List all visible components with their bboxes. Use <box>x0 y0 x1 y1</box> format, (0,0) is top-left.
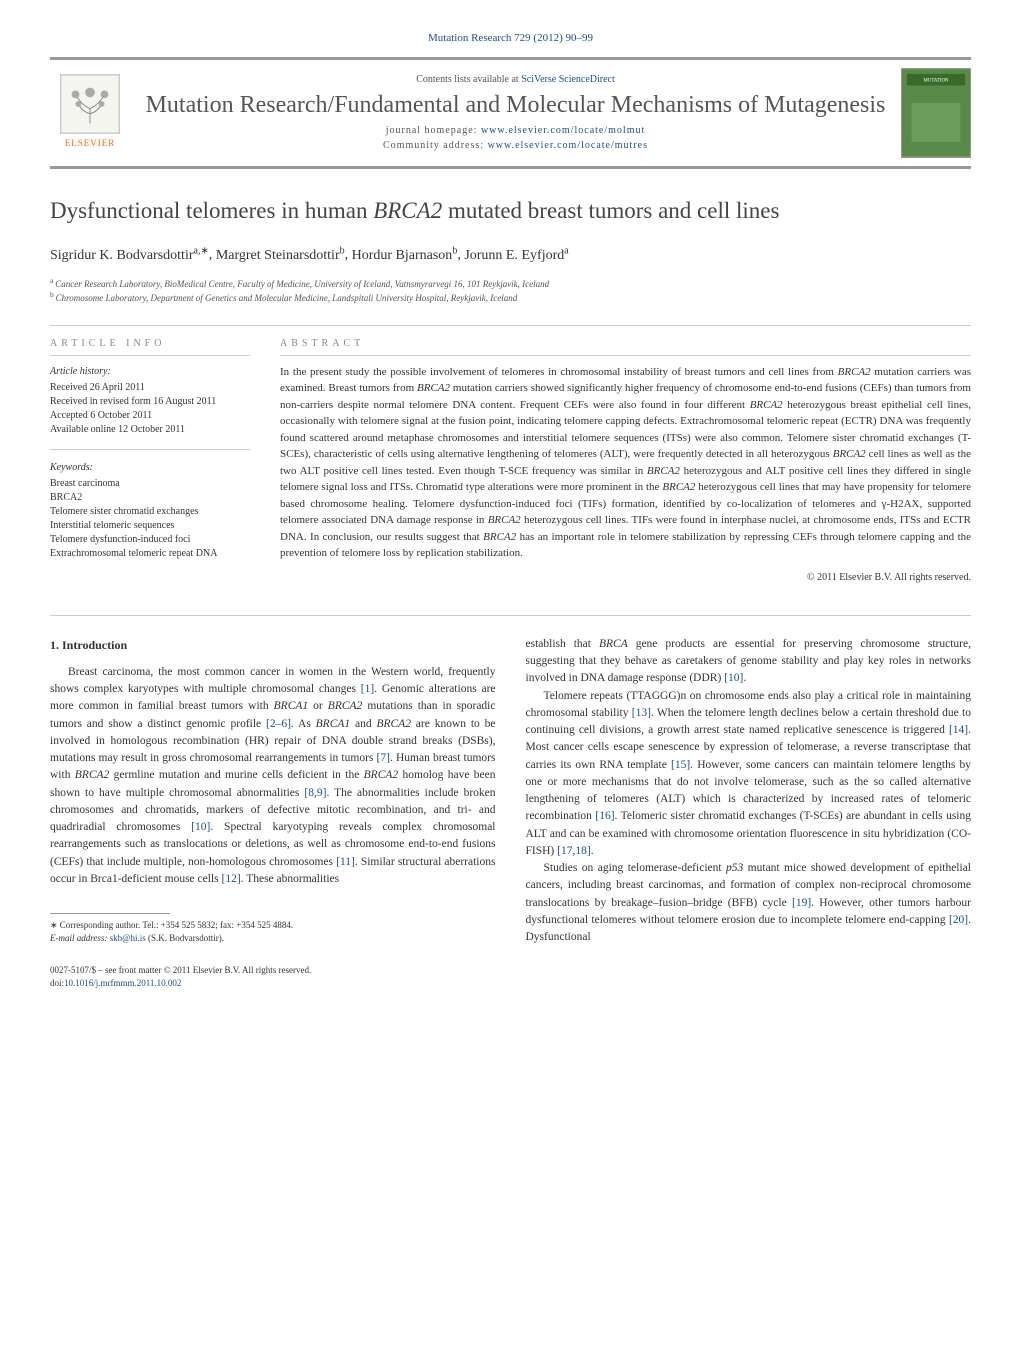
doi-line: doi:10.1016/j.mrfmmm.2011.10.002 <box>50 977 496 990</box>
history-label: Article history: <box>50 364 250 379</box>
affiliation-line: a Cancer Research Laboratory, BioMedical… <box>50 276 971 291</box>
author: Jorunn E. Eyfjorda <box>464 248 568 263</box>
body-divider <box>50 615 971 616</box>
doi-label: doi: <box>50 978 64 988</box>
community-link[interactable]: www.elsevier.com/locate/mutres <box>488 140 648 151</box>
article-history-block: Article history: Received 26 April 2011R… <box>50 364 250 437</box>
section-heading: 1. Introduction <box>50 636 496 654</box>
ref-link[interactable]: [1] <box>361 683 374 695</box>
homepage-link[interactable]: www.elsevier.com/locate/molmut <box>481 125 645 136</box>
history-lines: Received 26 April 2011Received in revise… <box>50 381 250 437</box>
ref-link[interactable]: [15] <box>671 759 690 771</box>
ref-link[interactable]: [10] <box>191 821 210 833</box>
author: Margret Steinarsdottirb <box>216 248 345 263</box>
bottom-info: 0027-5107/$ – see front matter © 2011 El… <box>50 964 496 989</box>
affiliation-line: b Chromosome Laboratory, Department of G… <box>50 290 971 305</box>
journal-links: journal homepage: www.elsevier.com/locat… <box>130 123 901 153</box>
ref-link[interactable]: [7] <box>377 752 390 764</box>
body-column-left: 1. Introduction Breast carcinoma, the mo… <box>50 636 496 990</box>
body-columns: 1. Introduction Breast carcinoma, the mo… <box>50 636 971 990</box>
contents-available-line: Contents lists available at SciVerse Sci… <box>130 72 901 87</box>
section-number: 1. <box>50 638 59 652</box>
article-info-heading: ARTICLE INFO <box>50 336 250 356</box>
header-center: Contents lists available at SciVerse Sci… <box>130 72 901 154</box>
author-affil-sup: b <box>452 245 457 256</box>
ref-link[interactable]: [11] <box>336 856 355 868</box>
author-affil-sup: a <box>564 245 568 256</box>
history-item: Received 26 April 2011 <box>50 381 250 395</box>
keywords-lines: Breast carcinomaBRCA2Telomere sister chr… <box>50 477 250 561</box>
contents-prefix: Contents lists available at <box>416 74 521 85</box>
keyword-item: Telomere dysfunction-induced foci <box>50 533 250 547</box>
ref-link[interactable]: [19] <box>792 897 811 909</box>
col2-paragraphs: establish that BRCA gene products are es… <box>526 636 972 947</box>
affiliations: a Cancer Research Laboratory, BioMedical… <box>50 276 971 305</box>
sciencedirect-link[interactable]: SciVerse ScienceDirect <box>521 74 615 85</box>
email-suffix: (S.K. Bodvarsdottir). <box>146 933 224 943</box>
community-label: Community address: <box>383 140 488 151</box>
info-abstract-row: ARTICLE INFO Article history: Received 2… <box>50 336 971 585</box>
abstract-heading: ABSTRACT <box>280 336 971 356</box>
corr-tel-fax: ∗ Corresponding author. Tel.: +354 525 5… <box>50 919 496 932</box>
keyword-item: BRCA2 <box>50 491 250 505</box>
authors-line: Sigridur K. Bodvarsdottira,∗, Margret St… <box>50 243 971 266</box>
col1-paragraphs: Breast carcinoma, the most common cancer… <box>50 664 496 888</box>
corr-email-line: E-mail address: skb@hi.is (S.K. Bodvarsd… <box>50 932 496 945</box>
cover-icon: MUTATION <box>902 69 970 156</box>
ref-link[interactable]: [10] <box>724 672 743 684</box>
journal-name: Mutation Research/Fundamental and Molecu… <box>130 91 901 120</box>
author: Sigridur K. Bodvarsdottira,∗ <box>50 248 209 263</box>
ref-link[interactable]: [8,9] <box>304 787 326 799</box>
ref-link[interactable]: [20] <box>949 914 968 926</box>
keywords-label: Keywords: <box>50 460 250 475</box>
keyword-item: Extrachromosomal telomeric repeat DNA <box>50 547 250 561</box>
author-affil-sup: a,∗ <box>194 245 209 256</box>
abstract-copyright: © 2011 Elsevier B.V. All rights reserved… <box>280 570 971 585</box>
body-paragraph: Studies on aging telomerase-deficient p5… <box>526 860 972 946</box>
ref-link[interactable]: [12] <box>221 873 240 885</box>
footnote-divider <box>50 913 170 914</box>
homepage-label: journal homepage: <box>386 125 481 136</box>
info-divider <box>50 449 250 450</box>
author: Hordur Bjarnasonb <box>352 248 458 263</box>
title-pre: Dysfunctional telomeres in human <box>50 198 373 223</box>
article-title: Dysfunctional telomeres in human BRCA2 m… <box>50 194 971 229</box>
article-info-column: ARTICLE INFO Article history: Received 2… <box>50 336 250 585</box>
title-gene: BRCA2 <box>373 198 442 223</box>
body-paragraph: establish that BRCA gene products are es… <box>526 636 972 688</box>
email-label: E-mail address: <box>50 933 110 943</box>
history-item: Available online 12 October 2011 <box>50 423 250 437</box>
journal-citation: Mutation Research 729 (2012) 90–99 <box>50 30 971 47</box>
ref-link[interactable]: [17,18] <box>557 845 591 857</box>
ref-link[interactable]: [16] <box>595 810 614 822</box>
abstract-column: ABSTRACT In the present study the possib… <box>280 336 971 585</box>
journal-cover-thumbnail: MUTATION <box>901 68 971 158</box>
issn-line: 0027-5107/$ – see front matter © 2011 El… <box>50 964 496 977</box>
body-paragraph: Telomere repeats (TTAGGG)n on chromosome… <box>526 688 972 861</box>
elsevier-logo: ELSEVIER <box>50 68 130 158</box>
ref-link[interactable]: [13] <box>632 707 651 719</box>
section-title: Introduction <box>62 638 127 652</box>
email-link[interactable]: skb@hi.is <box>110 933 146 943</box>
keyword-item: Interstitial telomeric sequences <box>50 519 250 533</box>
divider <box>50 325 971 326</box>
keywords-block: Keywords: Breast carcinomaBRCA2Telomere … <box>50 460 250 561</box>
abstract-text: In the present study the possible involv… <box>280 364 971 562</box>
keyword-item: Telomere sister chromatid exchanges <box>50 505 250 519</box>
keyword-item: Breast carcinoma <box>50 477 250 491</box>
svg-text:MUTATION: MUTATION <box>924 78 949 83</box>
history-item: Received in revised form 16 August 2011 <box>50 395 250 409</box>
elsevier-label: ELSEVIER <box>65 137 116 151</box>
author-affil-sup: b <box>340 245 345 256</box>
ref-link[interactable]: [2–6] <box>266 718 291 730</box>
corresponding-author-footnote: ∗ Corresponding author. Tel.: +354 525 5… <box>50 919 496 944</box>
title-post: mutated breast tumors and cell lines <box>442 198 779 223</box>
journal-header-box: ELSEVIER Contents lists available at Sci… <box>50 57 971 169</box>
body-paragraph: Breast carcinoma, the most common cancer… <box>50 664 496 888</box>
elsevier-tree-icon <box>60 74 120 134</box>
body-column-right: establish that BRCA gene products are es… <box>526 636 972 990</box>
ref-link[interactable]: [14] <box>949 724 968 736</box>
doi-link[interactable]: 10.1016/j.mrfmmm.2011.10.002 <box>64 978 181 988</box>
history-item: Accepted 6 October 2011 <box>50 409 250 423</box>
